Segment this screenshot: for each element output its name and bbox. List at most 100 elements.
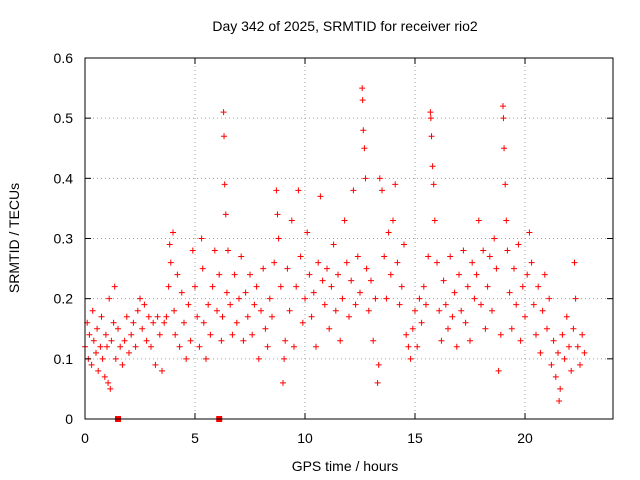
data-point bbox=[321, 301, 328, 308]
data-point bbox=[330, 241, 337, 248]
data-point bbox=[170, 229, 176, 236]
data-point bbox=[324, 265, 330, 272]
data-point bbox=[462, 319, 469, 326]
data-point bbox=[541, 271, 548, 278]
data-point bbox=[544, 325, 550, 332]
data-point bbox=[176, 343, 183, 350]
data-point bbox=[181, 319, 187, 326]
data-point bbox=[154, 313, 161, 320]
data-point bbox=[260, 265, 267, 272]
x-axis-label: GPS time / hours bbox=[292, 458, 399, 474]
data-point bbox=[335, 271, 341, 278]
data-point bbox=[502, 181, 509, 188]
data-point bbox=[284, 265, 291, 272]
data-point bbox=[503, 217, 510, 224]
data-point bbox=[530, 301, 537, 308]
data-point bbox=[427, 115, 434, 122]
grid bbox=[85, 58, 613, 419]
data-point bbox=[280, 379, 286, 386]
data-point bbox=[398, 283, 405, 290]
x-tick-label: 10 bbox=[297, 430, 313, 446]
data-point bbox=[141, 301, 148, 308]
data-point bbox=[363, 265, 370, 272]
data-point bbox=[352, 301, 359, 308]
y-tick-label: 0.2 bbox=[54, 291, 74, 307]
data-point bbox=[174, 271, 181, 278]
data-point bbox=[117, 343, 124, 350]
data-point bbox=[281, 355, 288, 362]
data-point bbox=[428, 133, 435, 140]
data-point bbox=[458, 307, 465, 314]
data-point bbox=[233, 319, 240, 326]
data-point bbox=[528, 259, 535, 266]
data-point bbox=[269, 313, 275, 320]
data-point bbox=[288, 217, 295, 224]
data-point bbox=[383, 295, 390, 302]
data-point bbox=[306, 271, 313, 278]
data-point bbox=[148, 343, 154, 350]
data-point bbox=[495, 367, 502, 374]
data-point bbox=[438, 337, 445, 344]
data-point bbox=[93, 349, 99, 356]
data-point bbox=[185, 301, 192, 308]
data-point bbox=[308, 313, 315, 320]
data-point bbox=[447, 253, 454, 260]
data-point bbox=[434, 259, 440, 266]
data-point bbox=[328, 283, 335, 290]
data-point bbox=[372, 295, 379, 302]
data-point bbox=[249, 331, 256, 338]
data-point bbox=[515, 241, 522, 248]
data-point bbox=[346, 313, 352, 320]
data-point bbox=[231, 271, 238, 278]
data-point bbox=[414, 343, 421, 350]
data-point bbox=[571, 259, 578, 266]
data-point bbox=[360, 127, 367, 134]
data-point bbox=[150, 319, 157, 326]
data-point bbox=[172, 331, 179, 338]
data-point bbox=[227, 301, 234, 308]
data-point bbox=[568, 367, 575, 374]
data-point bbox=[295, 187, 302, 194]
data-point bbox=[163, 313, 170, 320]
data-point bbox=[359, 85, 366, 92]
data-point bbox=[86, 331, 93, 338]
data-point bbox=[341, 217, 348, 224]
data-point bbox=[374, 379, 381, 386]
data-point bbox=[581, 349, 588, 356]
data-points bbox=[82, 85, 588, 422]
data-point bbox=[166, 241, 173, 248]
data-point bbox=[524, 271, 531, 278]
data-point bbox=[94, 325, 101, 332]
y-tick-label: 0.3 bbox=[54, 231, 74, 247]
data-point bbox=[412, 307, 418, 314]
data-point bbox=[134, 307, 141, 314]
data-point bbox=[255, 355, 262, 362]
x-tick-label: 0 bbox=[81, 430, 89, 446]
data-point bbox=[482, 325, 489, 332]
data-point bbox=[359, 97, 366, 104]
data-point bbox=[405, 343, 412, 350]
data-point bbox=[491, 235, 498, 242]
data-point bbox=[559, 331, 566, 338]
data-point bbox=[550, 337, 557, 344]
data-point bbox=[409, 325, 416, 332]
data-point bbox=[274, 211, 281, 218]
data-point bbox=[577, 361, 583, 368]
data-point bbox=[218, 337, 225, 344]
data-point bbox=[88, 361, 95, 368]
data-point bbox=[557, 385, 564, 392]
data-point bbox=[572, 295, 579, 302]
data-point bbox=[247, 271, 253, 278]
data-point bbox=[376, 175, 383, 182]
data-point bbox=[98, 313, 105, 320]
chart-title: Day 342 of 2025, SRMTID for receiver rio… bbox=[212, 18, 478, 34]
data-point bbox=[467, 337, 473, 344]
data-point bbox=[451, 289, 458, 296]
data-point bbox=[445, 325, 451, 332]
data-point bbox=[493, 265, 500, 272]
data-point bbox=[200, 319, 207, 326]
data-point bbox=[107, 385, 114, 392]
data-point bbox=[291, 343, 297, 350]
data-point bbox=[453, 343, 460, 350]
